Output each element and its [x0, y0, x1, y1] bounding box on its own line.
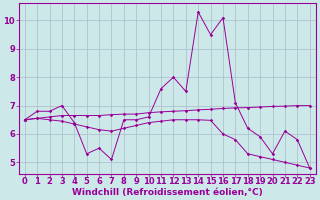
- X-axis label: Windchill (Refroidissement éolien,°C): Windchill (Refroidissement éolien,°C): [72, 188, 263, 197]
